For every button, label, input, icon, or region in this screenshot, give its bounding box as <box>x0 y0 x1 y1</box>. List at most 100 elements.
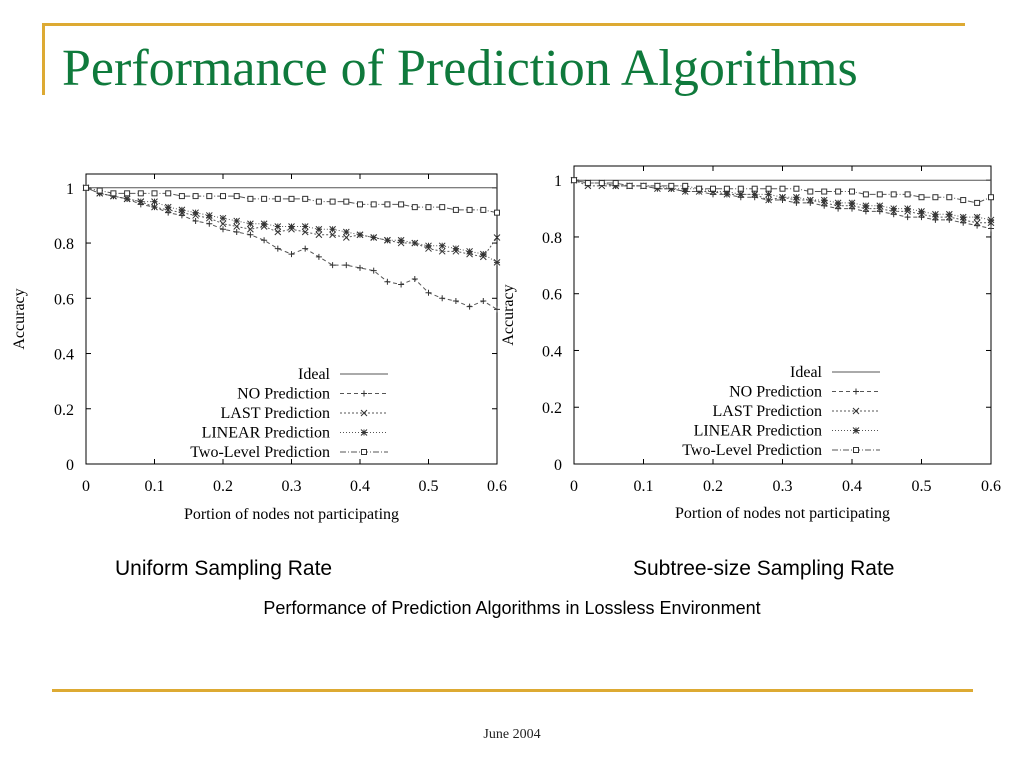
series-line <box>573 179 992 221</box>
data-point <box>192 193 199 200</box>
top-rule <box>44 23 965 26</box>
x-tick-label: 0.2 <box>213 478 233 495</box>
data-point <box>626 182 633 190</box>
data-point <box>849 188 855 195</box>
data-point <box>260 223 268 230</box>
data-point <box>343 198 350 205</box>
data-point <box>110 193 117 200</box>
data-point <box>411 239 419 247</box>
x-axis-label: Portion of nodes not participating <box>675 505 890 522</box>
data-point <box>411 204 418 211</box>
data-point <box>315 253 322 260</box>
data-point <box>178 209 186 217</box>
data-point <box>654 182 661 190</box>
data-point <box>918 214 925 221</box>
data-point <box>165 209 172 216</box>
y-axis-label: Accuracy <box>11 288 28 349</box>
data-point <box>439 204 446 211</box>
data-point <box>480 298 487 305</box>
data-point <box>384 236 391 244</box>
data-point <box>945 213 953 221</box>
data-point <box>137 198 145 205</box>
chart-left: 0 0.1 0.2 0.3 0.4 0.5 0.6 0 0.2 0.4 0.6 0.8 1 Portion… <box>11 173 507 523</box>
data-point <box>315 231 323 239</box>
legend-label: Ideal <box>790 364 823 381</box>
data-point <box>834 199 842 207</box>
data-point <box>918 194 925 201</box>
y-tick-label: 1 <box>66 181 74 198</box>
x-tick-label: 0.6 <box>487 478 507 495</box>
data-point <box>466 303 473 310</box>
data-point <box>178 206 186 214</box>
data-point <box>342 228 350 236</box>
data-point <box>723 185 730 192</box>
x-tick-label: 0.1 <box>634 478 654 495</box>
slide-title: Performance of Prediction Algorithms <box>62 40 858 97</box>
data-point <box>612 182 620 190</box>
data-point <box>904 208 911 215</box>
data-point <box>571 177 577 184</box>
data-point <box>904 205 911 212</box>
data-point <box>848 202 856 210</box>
data-point <box>668 185 675 192</box>
series-line <box>573 179 991 224</box>
data-point <box>820 196 828 204</box>
data-point <box>612 180 619 187</box>
data-point <box>862 208 869 215</box>
data-point <box>932 213 939 221</box>
data-point <box>288 195 295 202</box>
data-point <box>425 204 432 211</box>
data-point <box>681 188 689 195</box>
y-tick-label: 0.8 <box>54 236 74 253</box>
data-point <box>493 259 501 266</box>
data-point <box>723 191 731 198</box>
data-point <box>397 239 405 247</box>
data-point <box>247 195 254 202</box>
data-point <box>723 188 731 195</box>
x-tick-label: 0.5 <box>419 478 439 495</box>
data-point <box>370 201 377 208</box>
y-tick-label: 0.2 <box>54 402 74 419</box>
data-point <box>151 204 158 211</box>
data-point <box>570 176 578 184</box>
data-point <box>806 196 814 204</box>
data-point <box>779 185 786 192</box>
data-point <box>247 225 254 233</box>
y-axis-label: Accuracy <box>500 284 517 345</box>
x-tick-label: 0.3 <box>773 478 793 495</box>
data-point <box>821 202 828 209</box>
data-point <box>765 191 772 198</box>
data-point <box>737 191 745 198</box>
data-point <box>219 220 227 228</box>
data-point <box>876 208 883 215</box>
data-point <box>626 182 633 190</box>
data-point <box>765 197 772 204</box>
series-last-prediction <box>570 176 995 227</box>
series-line <box>85 187 498 258</box>
data-point <box>124 195 131 202</box>
data-point <box>110 190 117 197</box>
data-point <box>598 179 606 187</box>
x-tick-label: 0 <box>570 478 578 495</box>
series-line <box>85 187 498 310</box>
data-point <box>384 201 391 208</box>
data-point <box>137 201 144 208</box>
data-point <box>598 182 606 190</box>
data-point <box>932 210 939 218</box>
data-point <box>765 196 772 204</box>
data-point <box>452 206 459 213</box>
data-point <box>668 182 675 189</box>
data-point <box>626 182 633 189</box>
data-point <box>165 190 172 197</box>
data-point <box>862 191 869 198</box>
data-point <box>834 202 842 210</box>
data-point <box>696 185 703 192</box>
data-point <box>779 193 786 201</box>
data-point <box>384 278 391 285</box>
data-point <box>584 179 592 187</box>
data-point <box>709 188 717 195</box>
data-point <box>682 182 689 189</box>
data-point <box>807 188 814 195</box>
data-point <box>452 298 459 305</box>
